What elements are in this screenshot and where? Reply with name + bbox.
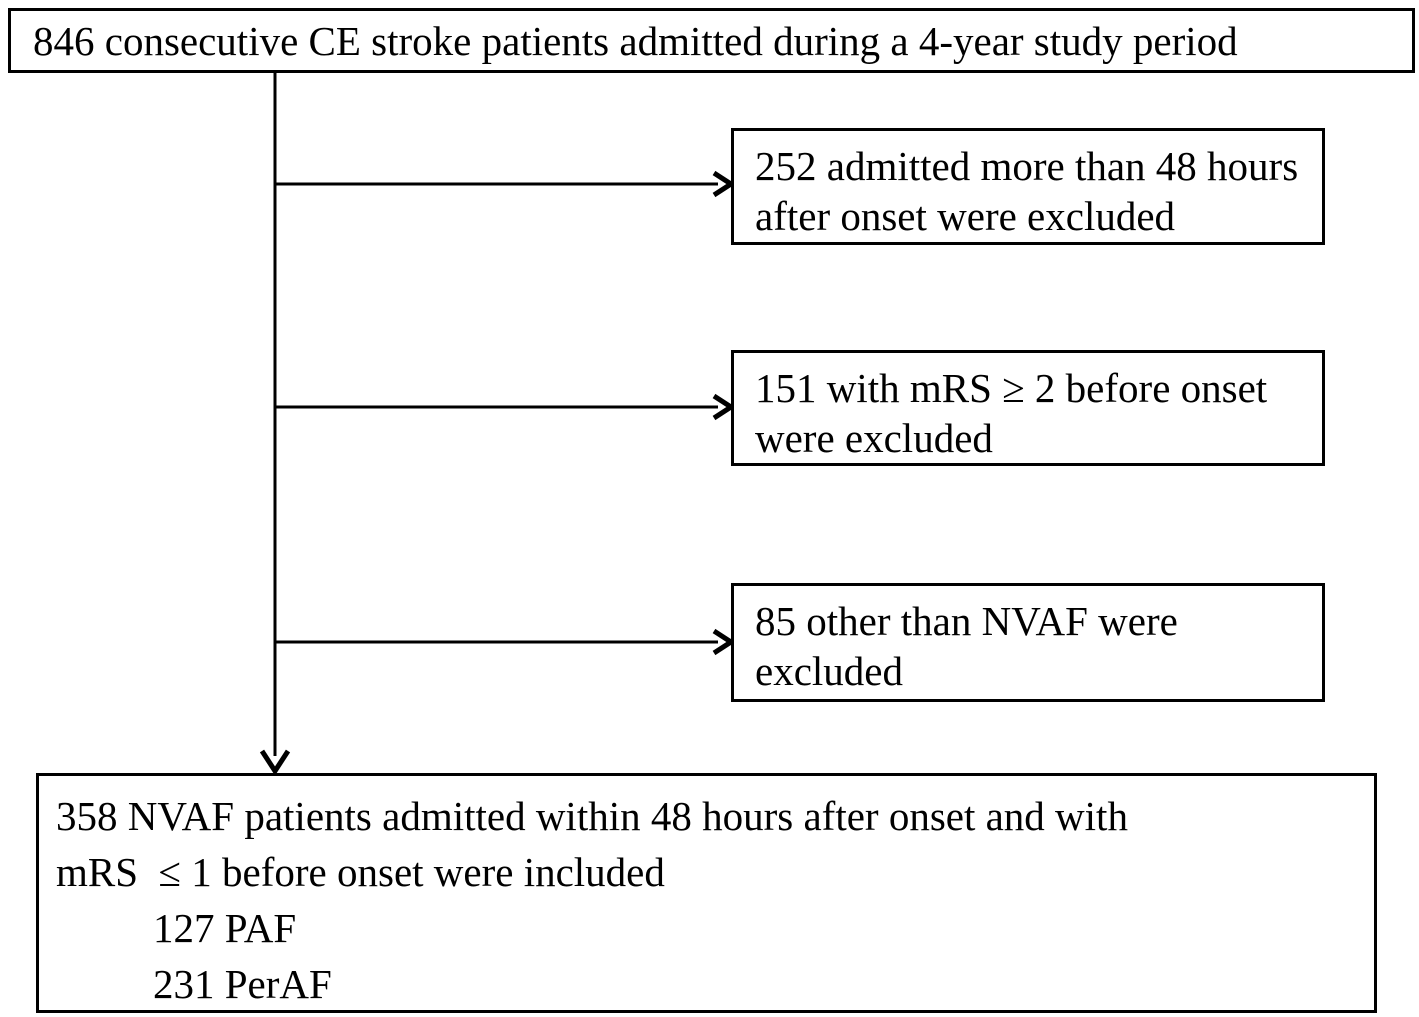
exclusion-box-mrs: 151 with mRS ≥ 2 before onset were exclu… [731, 350, 1325, 466]
exclusion-box-1-line-1: 252 admitted more than 48 hours [755, 143, 1299, 189]
top-box-total-patients: 846 consecutive CE stroke patients admit… [8, 8, 1415, 73]
exclusion-box-2-line-1: 151 with mRS ≥ 2 before onset [755, 365, 1268, 411]
exclusion-box-nvaf: 85 other than NVAF were excluded [731, 583, 1325, 702]
arrow-down-icon [259, 749, 291, 776]
exclusion-box-1-line-2: after onset were excluded [755, 193, 1176, 239]
final-box-included-patients: 358 NVAF patients admitted within 48 hou… [36, 773, 1377, 1013]
exclusion-box-3-line-2: excluded [755, 648, 903, 694]
final-box-line-2: mRS ≤ 1 before onset were included [56, 849, 665, 895]
top-box-text: 846 consecutive CE stroke patients admit… [33, 17, 1238, 64]
final-box-peraf-count: 231 PerAF [153, 961, 332, 1007]
exclusion-box-2-line-2: were excluded [755, 415, 993, 461]
final-box-line-1: 358 NVAF patients admitted within 48 hou… [56, 793, 1128, 839]
final-box-paf-count: 127 PAF [153, 905, 297, 951]
exclusion-box-48-hours: 252 admitted more than 48 hours after on… [731, 128, 1325, 245]
exclusion-box-3-line-1: 85 other than NVAF were [755, 598, 1178, 644]
